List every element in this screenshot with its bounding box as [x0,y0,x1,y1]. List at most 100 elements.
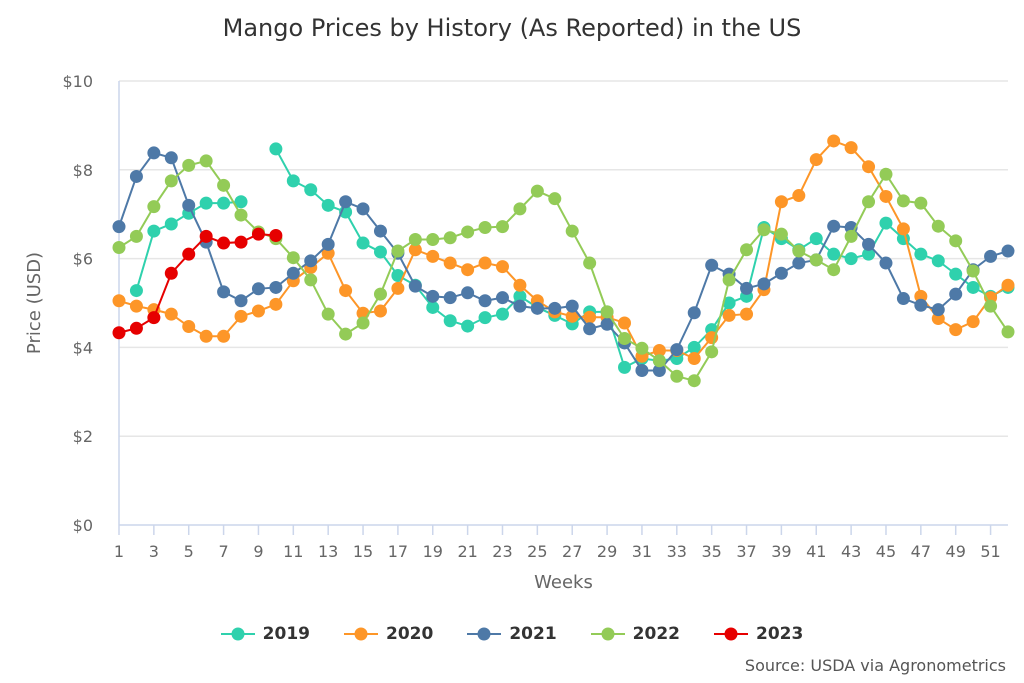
data-point-2022 [583,256,597,270]
series-line-2023 [118,233,276,334]
data-point-2020 [1001,278,1015,292]
data-point-2021 [269,280,283,294]
data-point-2020 [478,256,492,270]
legend-item-2023[interactable]: 2023 [713,624,804,644]
data-point-2021 [774,266,788,280]
data-point-2022 [949,234,963,248]
data-point-2021 [112,220,126,234]
data-point-2020 [199,329,213,343]
data-point-2022 [548,192,562,206]
data-point-2023 [182,247,196,261]
series-2022 [112,154,1015,388]
data-point-2023 [269,229,283,243]
x-tick-label: 37 [736,542,756,561]
data-point-2021 [757,277,771,291]
x-tick-label: 9 [253,542,263,561]
data-point-2019 [618,360,632,374]
data-point-2022 [966,264,980,278]
legend-marker-icon [713,627,748,641]
data-point-2020 [809,153,823,167]
data-point-2021 [984,249,998,263]
data-point-2022 [321,307,335,321]
x-tick-label: 13 [318,542,338,561]
data-point-2019 [844,252,858,266]
data-point-2021 [286,266,300,280]
data-point-2019 [879,216,893,230]
data-point-2022 [862,195,876,209]
data-point-2022 [670,369,684,383]
legend-item-2019[interactable]: 2019 [220,624,310,644]
data-point-2021 [495,291,509,305]
legend-marker-icon [467,627,502,641]
data-point-2019 [286,174,300,188]
data-point-2020 [426,249,440,263]
data-point-2019 [862,247,876,261]
legend-item-2020[interactable]: 2020 [344,624,433,644]
data-point-2022 [304,273,318,287]
x-tick-label: 45 [876,542,896,561]
data-point-2020 [652,344,666,358]
data-point-2022 [705,345,719,359]
x-tick-label: 29 [597,542,617,561]
data-point-2020 [687,352,701,365]
data-point-2020 [792,189,806,203]
data-point-2019 [304,183,318,197]
data-point-2020 [774,195,788,209]
y-axis-label: Price (USD) [24,252,45,354]
data-point-2022 [373,287,387,301]
x-tick-label: 35 [701,542,721,561]
series-2023 [112,227,283,340]
data-point-2020 [373,304,387,318]
y-tick-label: $8 [73,161,93,180]
data-point-2022 [687,374,701,388]
data-point-2021 [1001,244,1015,258]
data-point-2020 [234,309,248,323]
data-point-2021 [408,279,422,293]
data-point-2021 [513,299,527,313]
data-point-2020 [443,256,457,270]
data-point-2019 [809,232,823,246]
data-point-2021 [687,306,701,320]
data-point-2020 [408,243,422,257]
data-point-2019 [687,340,701,354]
data-point-2022 [391,244,405,258]
data-point-2019 [269,142,283,156]
data-point-2020 [966,315,980,329]
data-point-2020 [949,323,963,337]
data-point-2022 [652,354,666,368]
legend-item-2022[interactable]: 2022 [590,624,680,644]
data-point-2022 [740,243,754,257]
data-point-2021 [164,151,178,165]
data-point-2020 [879,189,893,203]
legend-label: 2023 [755,624,804,644]
data-point-2019 [199,196,213,210]
data-point-2021 [373,224,387,238]
data-point-2020 [269,297,283,311]
data-point-2021 [949,287,963,301]
x-axis-label: Weeks [534,572,593,593]
data-point-2020 [827,134,841,148]
data-point-2020 [495,260,509,274]
data-point-2022 [286,251,300,265]
data-point-2019 [827,247,841,261]
data-point-2021 [182,198,196,212]
data-point-2019 [373,245,387,259]
legend-marker-icon [344,627,378,641]
source-note: Source: USDA via Agronometrics [744,656,1006,675]
legend-item-2021[interactable]: 2021 [467,624,557,644]
x-tick-label: 47 [911,542,931,561]
data-point-2021 [740,281,754,295]
data-point-2020 [339,284,353,298]
x-tick-label: 3 [149,542,159,561]
legend-label: 2022 [632,624,680,644]
x-tick-label: 5 [184,542,194,561]
y-tick-label: $2 [73,427,93,446]
data-point-2019 [129,284,143,298]
legend-label: 2020 [386,624,434,644]
data-point-2022 [1001,325,1015,339]
data-point-2021 [356,202,370,216]
data-point-2021 [530,301,544,315]
x-tick-label: 19 [423,542,443,561]
data-point-2022 [426,233,440,247]
data-point-2022 [199,154,213,168]
